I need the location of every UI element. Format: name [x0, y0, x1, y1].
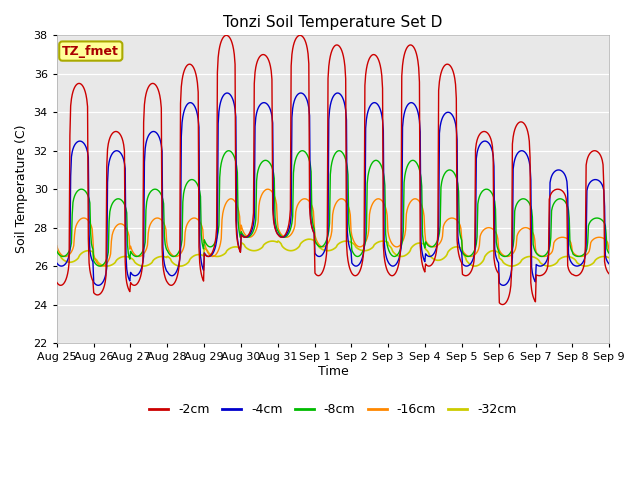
X-axis label: Time: Time — [317, 365, 348, 378]
Legend: -2cm, -4cm, -8cm, -16cm, -32cm: -2cm, -4cm, -8cm, -16cm, -32cm — [145, 398, 522, 421]
Y-axis label: Soil Temperature (C): Soil Temperature (C) — [15, 125, 28, 253]
Title: Tonzi Soil Temperature Set D: Tonzi Soil Temperature Set D — [223, 15, 443, 30]
Text: TZ_fmet: TZ_fmet — [62, 45, 119, 58]
